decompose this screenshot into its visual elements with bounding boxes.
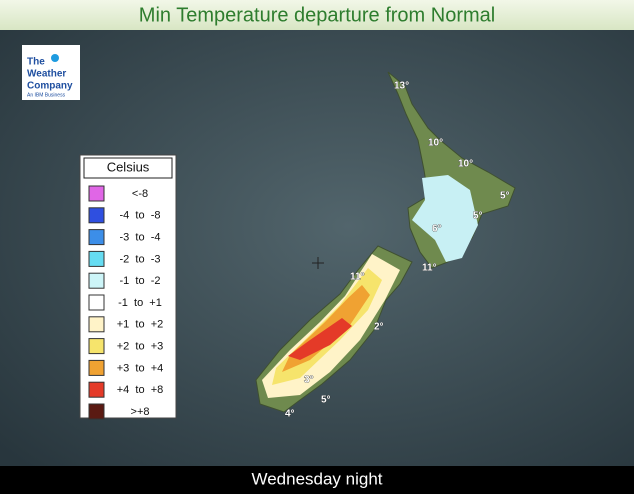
legend-label: +2 to +3 (117, 341, 163, 353)
warm-area (288, 318, 352, 360)
legend-swatch (88, 229, 105, 246)
legend-swatch (88, 272, 105, 289)
logo-text: The (27, 57, 45, 68)
logo: The Weather Company An IBM Business (22, 45, 80, 100)
logo-text: Weather (27, 69, 66, 80)
legend-swatch (88, 250, 105, 267)
temp-label: 5° (500, 191, 510, 202)
header-bar (0, 0, 634, 30)
logo-box (22, 45, 80, 100)
legend-label: -1 to -2 (120, 275, 161, 287)
legend-swatch (88, 403, 105, 420)
legend-swatch (88, 381, 105, 398)
footer-text: Wednesday night (251, 469, 382, 488)
legend-label: +4 to +8 (117, 384, 163, 396)
legend-label: <-8 (132, 188, 148, 200)
legend-label: +1 to +2 (117, 319, 163, 331)
cool-area (412, 175, 478, 262)
temp-label: 10° (458, 159, 473, 170)
legend-label: -2 to -3 (120, 253, 161, 265)
temp-label: 11° (350, 272, 365, 283)
map-labels: 13° 10° 10° 5° 5° 6° 11° 11° 2° 3° 5° 4° (285, 80, 510, 420)
legend-label: -1 to +1 (118, 297, 162, 309)
land (255, 71, 516, 413)
logo-tagline: An IBM Business (27, 92, 66, 98)
temp-label: 5° (473, 211, 483, 222)
footer-bar (0, 466, 634, 494)
legend-swatch (88, 294, 105, 311)
legend-swatch (88, 185, 105, 202)
title: Min Temperature departure from Normal (139, 4, 495, 26)
legend-label: >+8 (131, 406, 150, 418)
legend-title-box (83, 157, 173, 179)
legend-label: -4 to -8 (120, 210, 161, 222)
temp-label: 6° (432, 224, 442, 235)
legend-label: -3 to -4 (120, 232, 161, 244)
temp-label: 4° (285, 409, 295, 420)
temp-label: 5° (321, 395, 331, 406)
legend-swatch (88, 316, 105, 333)
logo-text: Company (27, 81, 73, 92)
temp-label: 10° (428, 138, 443, 149)
temp-label: 2° (374, 322, 384, 333)
legend-swatch (88, 338, 105, 355)
crosshair (312, 257, 324, 269)
legend-swatch (88, 207, 105, 224)
temp-label: 13° (394, 81, 409, 92)
temp-label: 11° (422, 263, 437, 274)
legend: Celsius <-8 -4 to -8 -3 to -4 -2 to -3 -1 to… (79, 154, 177, 420)
logo-drop (51, 54, 59, 62)
legend-title: Celsius (107, 159, 150, 174)
legend-label: +3 to +4 (117, 362, 163, 374)
legend-swatch (88, 359, 105, 376)
temp-label: 3° (304, 375, 314, 386)
